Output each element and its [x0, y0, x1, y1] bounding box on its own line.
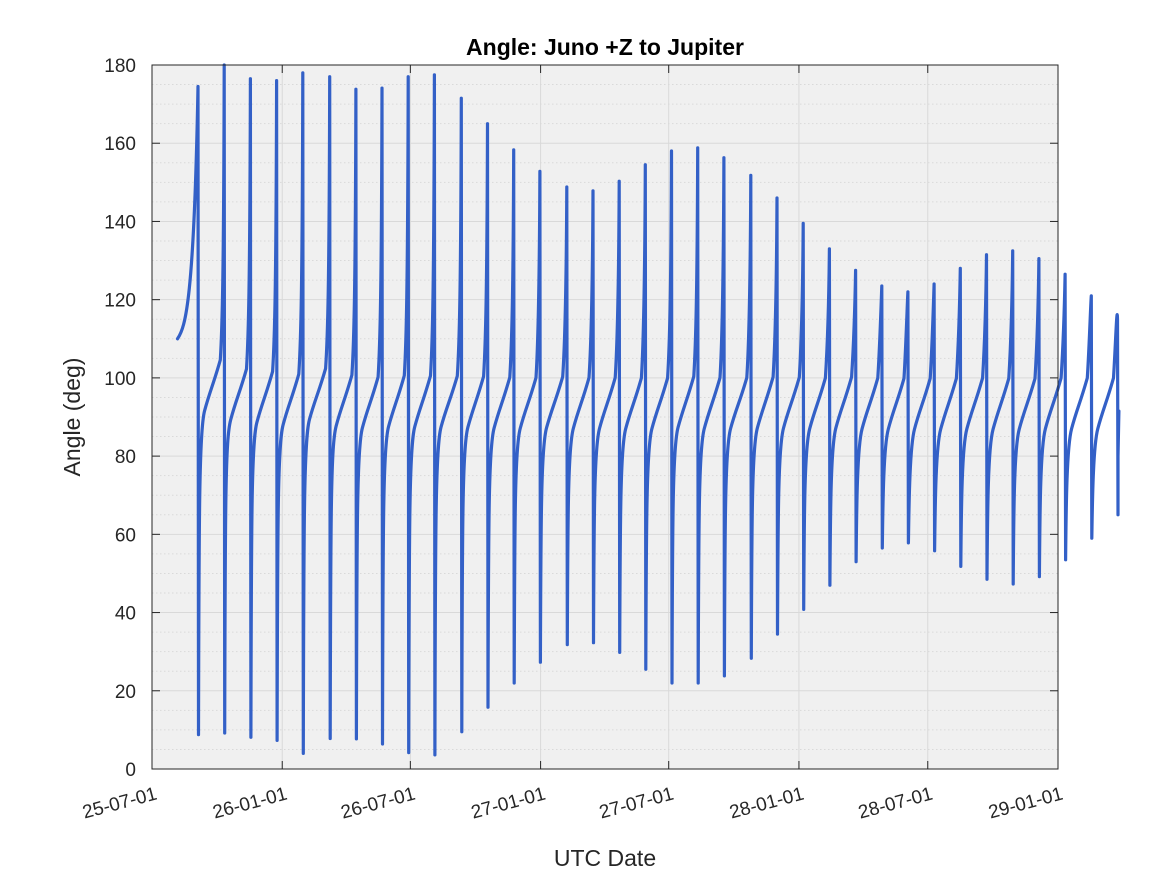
- y-tick-label: 60: [115, 525, 136, 546]
- x-tick-labels: 25-07-01 26-01-01 26-07-01 27-01-01 27-07-01…: [80, 784, 1065, 824]
- y-tick-label: 80: [115, 447, 136, 468]
- x-tick-label: 27-01-01: [469, 784, 548, 824]
- x-tick-label: 28-01-01: [727, 784, 806, 824]
- series-layer: [175, 63, 1121, 757]
- axes-frame: [151, 64, 1059, 770]
- minor-grid: [152, 84, 1058, 750]
- y-axis-label: Angle (deg): [59, 358, 85, 477]
- y-tick-label: 0: [125, 760, 136, 781]
- x-tick-label: 29-01-01: [986, 784, 1065, 824]
- y-tick-label: 160: [104, 134, 136, 155]
- chart-title: Angle: Juno +Z to Jupiter: [466, 34, 744, 60]
- axes-layer: [151, 64, 1059, 770]
- x-tick-label: 26-01-01: [211, 784, 290, 824]
- x-tick-label: 26-07-01: [339, 784, 418, 824]
- y-tick-label: 140: [104, 212, 136, 233]
- x-axis-label: UTC Date: [554, 845, 656, 871]
- y-tick-label: 120: [104, 291, 136, 312]
- y-tick-label: 40: [115, 604, 136, 625]
- x-tick-label: 25-07-01: [80, 784, 159, 824]
- series-line: [175, 63, 1121, 757]
- x-tick-label: 28-07-01: [856, 784, 935, 824]
- x-tick-label: 27-07-01: [597, 784, 676, 824]
- y-tick-labels: 0 20 40 60 80 100 120 140 160 180: [104, 56, 136, 781]
- y-tick-label: 180: [104, 56, 136, 77]
- y-tick-label: 100: [104, 369, 136, 390]
- y-tick-label: 20: [115, 682, 136, 703]
